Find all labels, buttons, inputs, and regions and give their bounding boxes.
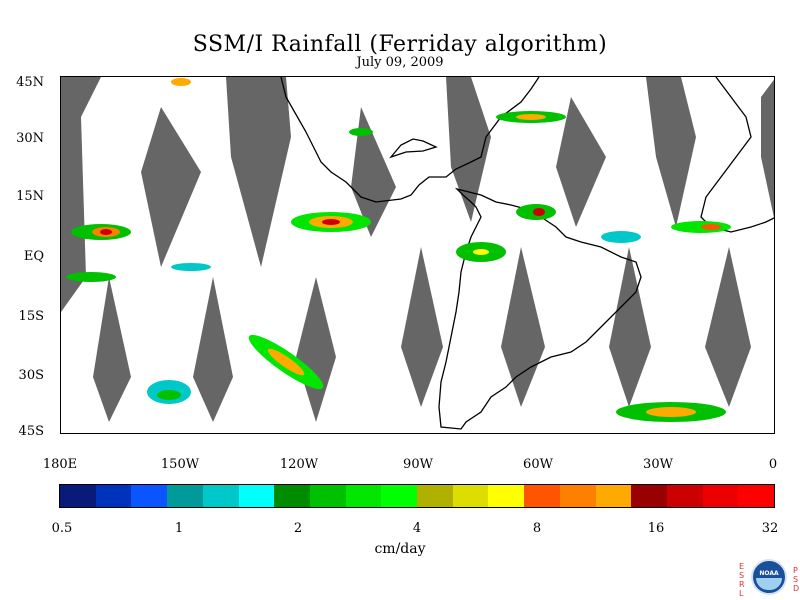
colorbar-label-32: 32	[761, 521, 779, 536]
colorbar-label-8: 8	[532, 521, 542, 536]
colorbar-swatch	[345, 485, 382, 507]
colorbar-swatch	[417, 485, 453, 507]
x-label-0: 0	[768, 457, 778, 472]
colorbar-swatch	[131, 485, 168, 507]
colorbar-swatch	[309, 485, 346, 507]
y-label-45s: 45S	[18, 424, 44, 439]
y-label-30s: 30S	[18, 368, 44, 383]
colorbar-swatch	[60, 485, 96, 507]
colorbar-label-16: 16	[647, 521, 665, 536]
colorbar-swatch	[95, 485, 132, 507]
y-label-15n: 15N	[16, 189, 44, 204]
colorbar-swatch	[631, 485, 667, 507]
colorbar-label-4: 4	[412, 521, 422, 536]
colorbar-label-0-5: 0.5	[51, 521, 73, 536]
colorbar-swatch	[381, 485, 418, 507]
y-label-30n: 30N	[16, 131, 44, 146]
noaa-logo-icon: NOAA	[751, 559, 787, 595]
colorbar-swatch	[666, 485, 703, 507]
colorbar-label-2: 2	[293, 521, 303, 536]
coastlines	[280, 77, 774, 430]
colorbar-label-1: 1	[174, 521, 184, 536]
colorbar-swatch	[488, 485, 525, 507]
y-label-45n: 45N	[16, 75, 44, 90]
y-label-eq: EQ	[23, 249, 44, 264]
logo-wave	[756, 578, 782, 590]
colorbar-swatch	[738, 485, 775, 507]
x-label-180e: 180E	[42, 457, 78, 472]
colorbar-swatch	[595, 485, 632, 507]
map-canvas	[61, 77, 774, 430]
x-label-120w: 120W	[279, 457, 319, 472]
x-label-150w: 150W	[160, 457, 200, 472]
logo-name: NOAA	[759, 570, 779, 577]
colorbar-swatch	[559, 485, 596, 507]
swath-gaps	[61, 77, 774, 422]
colorbar-swatch	[452, 485, 489, 507]
x-label-90w: 90W	[403, 457, 433, 472]
x-label-30w: 30W	[643, 457, 673, 472]
chart-date: July 09, 2009	[356, 55, 444, 70]
chart-title: SSM/I Rainfall (Ferriday algorithm)	[192, 32, 608, 57]
colorbar-swatch	[524, 485, 560, 507]
rainfall-map	[60, 76, 775, 434]
colorbar	[59, 484, 775, 508]
colorbar-swatch	[238, 485, 275, 507]
y-label-15s: 15S	[18, 309, 44, 324]
colorbar-swatch	[202, 485, 239, 507]
colorbar-swatch	[167, 485, 203, 507]
colorbar-units: cm/day	[374, 541, 426, 557]
x-label-60w: 60W	[523, 457, 553, 472]
colorbar-swatch	[274, 485, 310, 507]
colorbar-swatch	[702, 485, 739, 507]
rainfall-patches	[66, 78, 731, 422]
